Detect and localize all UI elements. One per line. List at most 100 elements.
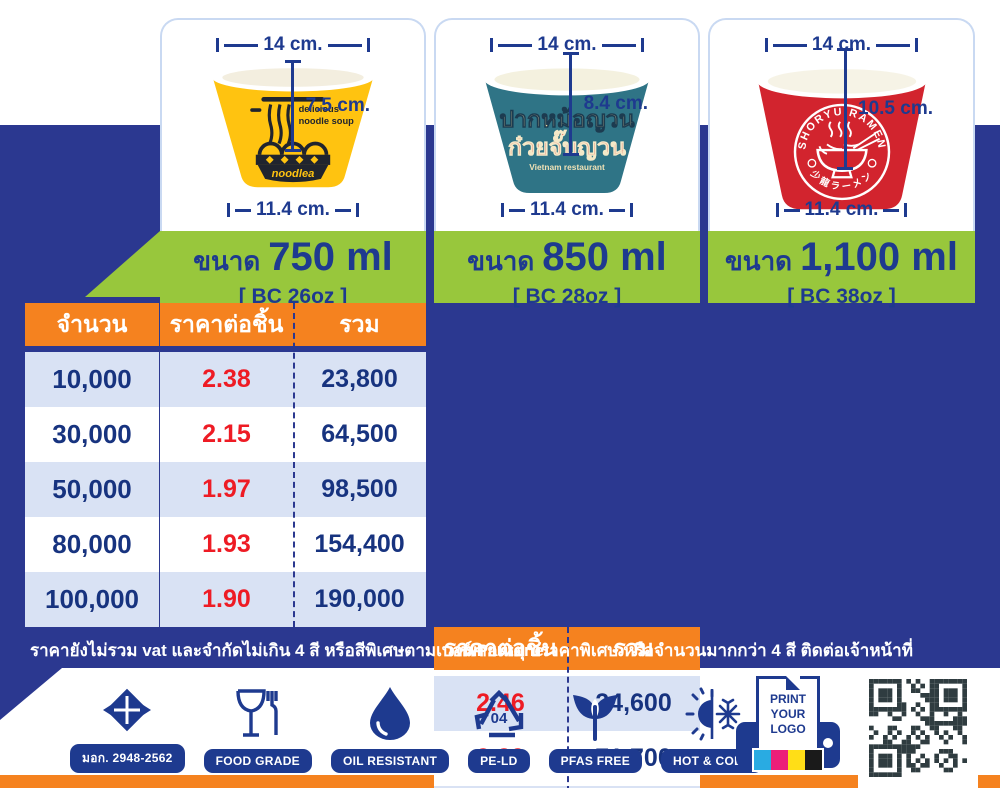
size-oz-label: [ BC 26oz ]	[238, 285, 348, 308]
leaf-icon	[569, 685, 621, 741]
qr-code	[869, 679, 967, 777]
printer-paper: PRINT YOUR LOGO	[756, 676, 820, 752]
height-measure: 8.4 cm.	[562, 52, 648, 156]
magenta-swatch	[771, 750, 788, 770]
size-oz-label: [ BC 38oz ]	[787, 285, 896, 308]
size-value: 850 ml	[542, 235, 667, 279]
badge-oil-resistant: OIL RESISTANT	[330, 685, 450, 773]
badge-label: มอก. 2948-2562	[70, 744, 185, 773]
vat-note: ราคายังไม่รวม vat และจำกัดไม่เกิน 4 สี ห…	[30, 641, 544, 660]
price-per-piece-header: ราคาต่อชิ้น	[169, 310, 284, 337]
badge-label: OIL RESISTANT	[330, 749, 450, 773]
printer-text-line1: PRINT	[770, 692, 806, 706]
badge-hot-cold: HOT & COLD	[661, 685, 763, 773]
height-measure: 10.5 cm.	[837, 48, 933, 170]
total-value: 23,800	[321, 365, 398, 393]
top-width-label: 14 cm.	[263, 34, 323, 55]
qty-value: 10,000	[52, 364, 132, 394]
yellow-swatch	[788, 750, 805, 770]
certification-badges: มอก. 2948-2562 FOOD GRADE	[70, 680, 763, 773]
black-swatch	[805, 750, 822, 770]
top-width-label: 14 cm.	[537, 34, 597, 55]
bowl-image-wrap: SHORYU RAMEN 少龍ラーメン	[748, 56, 936, 231]
bottom-width-label: 11.4 cm.	[804, 199, 879, 220]
total-value: 98,500	[321, 475, 398, 503]
bowl2-art-text-1: ปากหม้อญวน	[499, 106, 634, 133]
quantity-column: จำนวน 10,000 30,000 50,000 80,000 100,00…	[25, 303, 159, 627]
qty-value: 100,000	[45, 584, 139, 614]
bottom-width-measure: 11.4 cm.	[436, 199, 698, 221]
badge-food-grade: FOOD GRADE	[203, 685, 312, 773]
total-value: 154,400	[314, 530, 405, 558]
badge-label: PFAS FREE	[548, 749, 643, 773]
table-row: 30,000	[25, 407, 159, 462]
total-header: รวม	[613, 634, 654, 661]
price-value: 1.97	[202, 475, 251, 503]
height-label: 10.5 cm.	[858, 98, 933, 119]
food-grade-icon	[232, 685, 284, 741]
quantity-header: จำนวน	[25, 303, 159, 346]
size-band-850: ขนาด 850 ml [ BC 28oz ]	[434, 231, 700, 308]
qty-value: 30,000	[52, 419, 132, 449]
top-width-measure: 14 cm.	[216, 34, 370, 56]
paper-fold-corner	[786, 676, 800, 690]
dashed-column-divider	[567, 627, 569, 788]
oil-droplet-icon	[368, 685, 412, 741]
table-row: 50,000	[25, 462, 159, 517]
product-card-850ml: 14 cm. ปากหม้อญวน ก๋วยจั๊บญวน Vietnam re…	[434, 18, 700, 308]
bowl2-art-text-3: Vietnam restaurant	[529, 162, 605, 172]
badge-label: PE-LD	[468, 749, 530, 773]
top-width-measure: 14 cm.	[764, 34, 919, 56]
tis-mark-icon	[101, 680, 153, 736]
badge-pfas-free: PFAS FREE	[548, 685, 643, 773]
navy-wedge-decoration	[0, 668, 62, 720]
total-value: 64,500	[321, 420, 398, 448]
table-row: 10,000	[25, 352, 159, 407]
price-value: 1.90	[202, 585, 251, 613]
total-value: 190,000	[314, 585, 405, 613]
badge-label: FOOD GRADE	[203, 749, 312, 773]
bottom-width-measure: 11.4 cm.	[710, 199, 973, 221]
printer-indicator-dot	[823, 738, 833, 748]
total-header: รวม	[339, 310, 380, 337]
quantity-header-label: จำนวน	[56, 310, 128, 337]
special-price-note: หมายเหตุ : ราคาพิเศษ หรือจำนวนมากกว่า 4 …	[455, 641, 913, 660]
printer-text-line3: LOGO	[770, 722, 806, 736]
price-table-750ml: ราคาต่อชิ้น รวม 2.38 23,800 2.15 64,500 1.…	[160, 303, 426, 627]
pe-ld-number: 04	[491, 710, 508, 727]
price-value: 1.93	[202, 530, 251, 558]
dashed-column-divider	[293, 303, 295, 627]
height-label: 7.5 cm.	[305, 95, 370, 116]
product-card-1100ml: 14 cm. SHORYU RAMEN	[708, 18, 975, 308]
quantity-rows: 10,000 30,000 50,000 80,000 100,000	[25, 352, 159, 627]
bottom-width-label: 11.4 cm.	[256, 199, 330, 220]
hot-cold-icon	[681, 685, 743, 741]
bottom-width-label: 11.4 cm.	[530, 199, 604, 220]
product-card-750ml: 14 cm. delicious noodle soup	[160, 18, 426, 308]
badge-tis: มอก. 2948-2562	[70, 680, 185, 773]
size-prefix: ขนาด	[725, 246, 793, 276]
red-shoryu-ramen-bowl-image: SHORYU RAMEN 少龍ラーメン	[756, 64, 927, 210]
table-row: 80,000	[25, 517, 159, 572]
product-photo-area: 14 cm. ปากหม้อญวน ก๋วยจั๊บญวน Vietnam re…	[434, 18, 700, 231]
size-band-1100: ขนาด 1,100 ml [ BC 38oz ]	[708, 231, 975, 308]
recycle-04-icon: 04	[471, 685, 527, 741]
size-value: 1,100 ml	[800, 235, 958, 279]
badge-pe-ld: 04 PE-LD	[468, 685, 530, 773]
price-per-piece-header: ราคาต่อชิ้น	[443, 634, 558, 661]
qr-code-card	[858, 668, 978, 788]
bowl1-art-text-2: noodle soup	[299, 116, 355, 126]
bottom-width-measure: 11.4 cm.	[162, 199, 424, 221]
size-oz-label: [ BC 28oz ]	[512, 285, 622, 308]
product-photo-area: 14 cm. delicious noodle soup	[160, 18, 426, 231]
printer-text-line2: YOUR	[770, 707, 806, 721]
size-prefix: ขนาด	[193, 246, 261, 276]
height-label: 8.4 cm.	[583, 93, 648, 114]
size-prefix: ขนาด	[467, 246, 535, 276]
size-value: 750 ml	[268, 235, 393, 279]
qty-value: 80,000	[52, 529, 132, 559]
print-your-logo-graphic: PRINT YOUR LOGO	[736, 676, 840, 776]
price-value: 2.15	[202, 420, 251, 448]
cyan-swatch	[754, 750, 771, 770]
